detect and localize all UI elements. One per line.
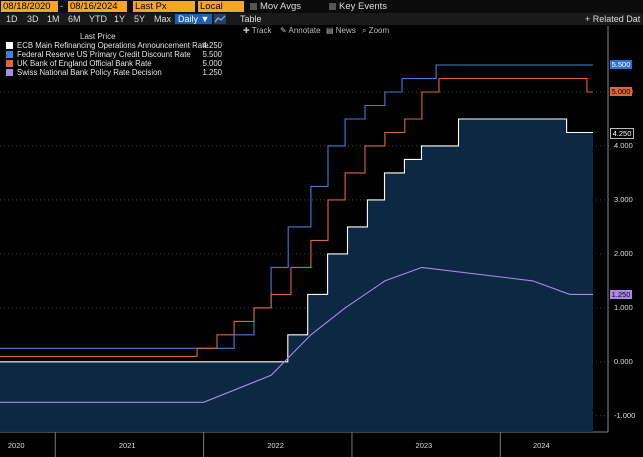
x-tick-label: 2020 <box>7 441 25 450</box>
date-separator: - <box>60 1 64 12</box>
start-date-field[interactable]: 08/18/2020 <box>1 1 58 12</box>
legend-title: Last Price <box>80 32 116 41</box>
legend-value: 5.000 <box>202 59 222 68</box>
end-date-field[interactable]: 08/16/2024 <box>68 1 127 12</box>
legend-item[interactable]: Swiss National Bank Policy Rate Decision… <box>4 68 222 77</box>
legend-item[interactable]: Federal Reserve US Primary Credit Discou… <box>4 50 222 59</box>
news-tool[interactable]: ▤ News <box>326 26 356 35</box>
frequency-select[interactable]: Daily ▼ <box>175 14 213 24</box>
legend: ECB Main Refinancing Operations Announce… <box>4 41 222 77</box>
zoom-tool[interactable]: ⌕ Zoom <box>362 26 390 35</box>
legend-swatch <box>6 42 13 49</box>
track-tool[interactable]: ✚ Track <box>243 26 272 35</box>
range-6m[interactable]: 6M <box>68 14 81 24</box>
legend-value: 5.500 <box>202 50 222 59</box>
key-events-label[interactable]: Key Events <box>339 1 388 12</box>
y-tick-label: 4.000 <box>614 140 633 150</box>
legend-value: 4.250 <box>202 41 222 50</box>
ecb-area-fill <box>0 119 593 432</box>
range-1d[interactable]: 1D <box>6 14 18 24</box>
legend-item[interactable]: ECB Main Refinancing Operations Announce… <box>4 41 222 50</box>
series-line-1 <box>0 77 593 357</box>
chart-type-icon[interactable] <box>214 14 226 24</box>
range-5y[interactable]: 5Y <box>134 14 146 24</box>
last-value-tag: 1.250 <box>610 289 632 299</box>
range-max[interactable]: Max <box>154 14 172 24</box>
x-tick-label: 2022 <box>267 441 284 450</box>
range-bar: 1D 3D 1M 6M YTD 1Y 5Y Max Daily ▼ Table … <box>0 13 643 25</box>
news-label: News <box>335 26 356 35</box>
track-label: Track <box>251 26 272 35</box>
legend-item[interactable]: UK Bank of England Official Bank Rate 5.0… <box>4 59 222 68</box>
legend-name: ECB Main Refinancing Operations Announce… <box>17 41 209 50</box>
y-tick-label: 3.000 <box>614 194 633 204</box>
y-tick-label: 2.000 <box>614 248 633 258</box>
range-1y[interactable]: 1Y <box>114 14 126 24</box>
y-tick-label: -1.000 <box>614 410 636 420</box>
mov-avgs-checkbox[interactable] <box>250 3 257 10</box>
last-value-tag: 5.000 <box>610 87 632 97</box>
x-tick-label: 2023 <box>415 441 433 450</box>
table-button[interactable]: Table <box>240 14 262 24</box>
legend-swatch <box>6 69 13 76</box>
related-data-button[interactable]: + Related Dat <box>585 14 641 24</box>
series-line-2 <box>0 118 593 363</box>
mov-avgs-label[interactable]: Mov Avgs <box>260 1 302 12</box>
legend-value: 1.250 <box>202 68 222 77</box>
range-1m[interactable]: 1M <box>47 14 60 24</box>
annotate-tool[interactable]: ✎ Annotate <box>280 26 321 35</box>
y-tick-label: 1.000 <box>614 302 633 312</box>
annotate-label: Annotate <box>288 26 321 35</box>
range-ytd[interactable]: YTD <box>89 14 107 24</box>
last-value-tag: 4.250 <box>610 127 634 139</box>
key-events-checkbox[interactable] <box>329 3 336 10</box>
legend-swatch <box>6 60 13 67</box>
series-line-3 <box>0 266 593 403</box>
top-toolbar: 08/18/2020 - 08/16/2024 Last Px Local CC… <box>0 0 643 23</box>
zoom-label: Zoom <box>368 26 390 35</box>
y-tick-label: 0.000 <box>614 356 633 366</box>
x-tick-label: 2021 <box>118 441 136 450</box>
last-value-tag: 5.500 <box>610 60 632 70</box>
legend-name: UK Bank of England Official Bank Rate <box>17 59 152 68</box>
price-field-select[interactable]: Last Px <box>133 1 195 12</box>
legend-name: Federal Reserve US Primary Credit Discou… <box>17 50 191 59</box>
legend-swatch <box>6 51 13 58</box>
legend-name: Swiss National Bank Policy Rate Decision <box>17 68 162 77</box>
x-tick-label: 2024 <box>533 441 550 450</box>
range-3d[interactable]: 3D <box>27 14 39 24</box>
